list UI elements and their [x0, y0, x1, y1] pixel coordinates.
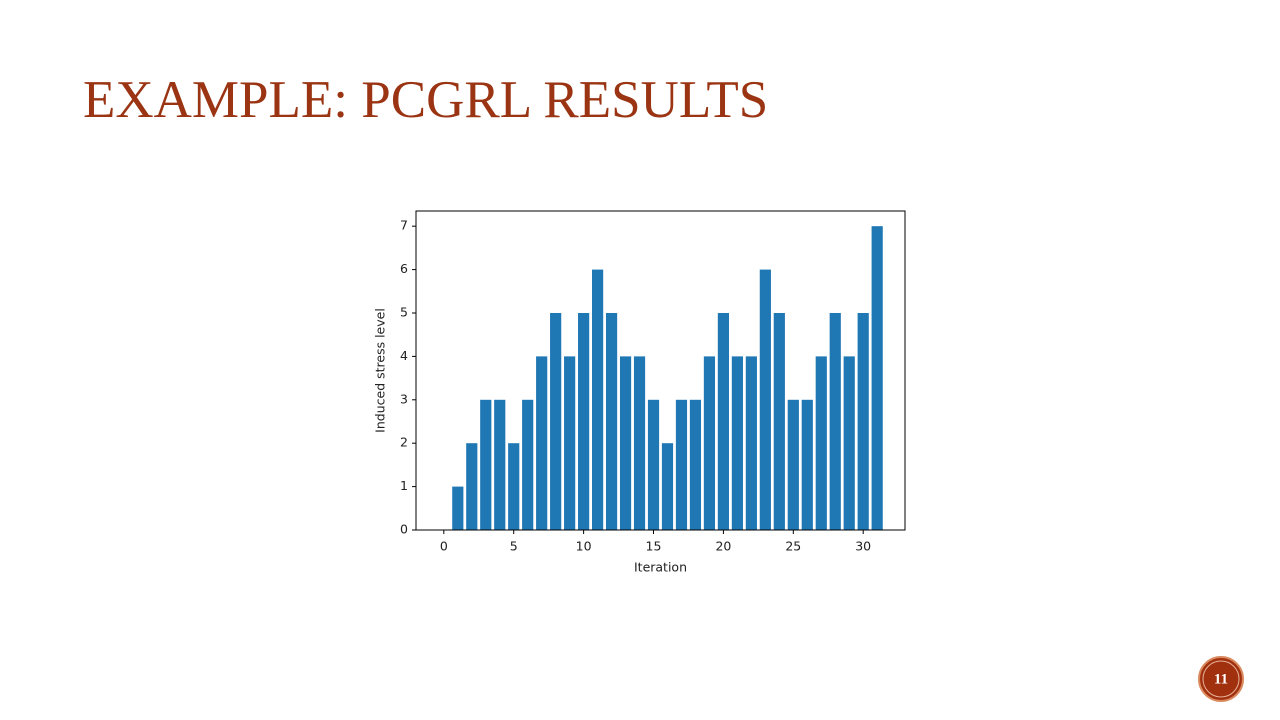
bar [745, 356, 757, 530]
x-tick-label: 20 [715, 539, 731, 554]
page-number: 11 [1214, 671, 1228, 687]
bar [578, 312, 590, 530]
bar [592, 269, 604, 530]
bar [731, 356, 743, 530]
bar [494, 399, 506, 530]
x-tick-label: 0 [440, 539, 448, 554]
bar [857, 312, 869, 530]
bar [647, 399, 660, 530]
y-tick-label: 0 [400, 522, 408, 537]
bar [633, 356, 646, 530]
bar [661, 443, 674, 530]
y-tick-label: 4 [400, 348, 408, 363]
bar [550, 312, 562, 530]
page-badge [1198, 656, 1244, 702]
plot-frame [415, 210, 906, 531]
bar [717, 312, 729, 530]
x-axis-label: Iteration [634, 560, 687, 575]
bar [522, 399, 534, 530]
y-tick-label: 6 [400, 261, 408, 276]
bar [759, 269, 771, 530]
bar [605, 312, 618, 530]
y-tick-label: 1 [400, 478, 408, 493]
chart: 0 1 2 3 4 5 6 7 0 5 10 15 20 25 30 Iteration Induced str… [373, 210, 906, 575]
bar [773, 312, 785, 530]
bar [815, 356, 827, 530]
bar [703, 356, 716, 530]
y-tick-label: 2 [400, 435, 408, 450]
bar [536, 356, 548, 530]
bar [508, 443, 520, 530]
bar [787, 399, 799, 530]
x-tick-label: 10 [576, 539, 592, 554]
bar [480, 399, 492, 530]
y-tick-label: 7 [400, 218, 408, 233]
x-tick-label: 30 [855, 539, 871, 554]
x-tick-label: 5 [510, 539, 518, 554]
x-tick-label: 15 [646, 539, 662, 554]
y-tick-label: 5 [400, 304, 408, 319]
bar [564, 356, 576, 530]
bar [619, 356, 632, 530]
bar [452, 486, 464, 530]
y-axis-label: Induced stress level [373, 308, 388, 433]
bar [466, 443, 478, 530]
bar [801, 399, 813, 530]
x-tick-label: 25 [785, 539, 801, 554]
bar [871, 226, 883, 530]
bar [689, 399, 702, 530]
bar [843, 356, 855, 530]
page-badge-ring [1202, 660, 1240, 698]
y-tick-label: 3 [400, 391, 408, 406]
bar [675, 399, 688, 530]
slide-title: EXAMPLE: PCGRL RESULTS [83, 71, 768, 129]
bar [829, 312, 841, 530]
